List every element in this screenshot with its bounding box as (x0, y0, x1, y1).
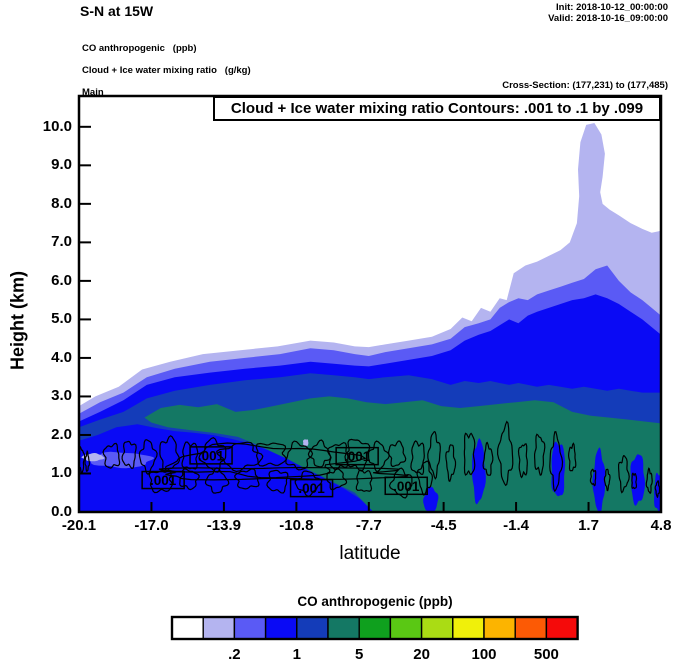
y-tick-label: 9.0 (51, 156, 72, 174)
colorbar-tick-label: .2 (228, 646, 241, 663)
x-tick-label: -7.7 (355, 517, 382, 534)
colorbar-tick-label: 20 (413, 646, 430, 663)
x-tick-label: -10.8 (279, 517, 314, 534)
contour-info-box: Cloud + Ice water mixing ratio Contours:… (213, 96, 661, 121)
plotted-fields-list: CO anthropogenic (ppb) Cloud + Ice water… (82, 43, 251, 98)
cloud-contour-label: .001 (141, 470, 185, 490)
x-tick-label: -20.1 (61, 517, 97, 534)
x-tick-label: -13.9 (206, 517, 241, 534)
y-tick-label: 2.0 (51, 425, 72, 443)
y-tick-label: 5.0 (51, 310, 72, 328)
valid-time-label: Valid: 2018-10-16_09:00:00 (548, 13, 668, 24)
cross-section-coords-label: Cross-Section: (177,231) to (177,485) (502, 80, 668, 91)
cloud-contour-label: .001 (189, 446, 233, 465)
y-tick-label: 4.0 (51, 348, 72, 366)
svg-text:.001: .001 (150, 473, 177, 488)
y-tick-label: 1.0 (51, 464, 72, 482)
x-tick-label: -4.5 (430, 517, 457, 534)
field-co-label: CO anthropogenic (ppb) (82, 43, 197, 54)
field-domain-label: Main (82, 87, 104, 98)
y-tick-label: 0.0 (51, 503, 72, 520)
y-tick-label: 8.0 (51, 194, 72, 212)
colorbar-title: CO anthropogenic (ppb) (297, 594, 453, 609)
x-tick-label: 4.8 (650, 517, 672, 534)
y-axis-title: Height (km) (7, 271, 28, 370)
cloud-contour-label: .001 (289, 478, 334, 498)
y-tick-label: 3.0 (51, 387, 72, 405)
y-tick-label: 10.0 (42, 117, 72, 135)
colorbar-tick-label: 100 (471, 646, 497, 663)
x-tick-label: 1.7 (578, 517, 599, 534)
init-time-label: Init: 2018-10-12_00:00:00 (556, 2, 668, 13)
svg-text:.001: .001 (298, 481, 325, 496)
x-tick-label: -1.4 (503, 517, 529, 534)
field-cloud-label: Cloud + Ice water mixing ratio (g/kg) (82, 65, 251, 76)
y-tick-label: 7.0 (51, 233, 72, 251)
svg-text:.001: .001 (198, 448, 225, 463)
colorbar-tick-label: 1 (292, 646, 301, 663)
cloud-contour-label: .001 (384, 476, 428, 496)
y-tick-label: 6.0 (51, 271, 72, 289)
x-tick-label: -17.0 (134, 517, 169, 534)
cloud-contour-label: .001 (335, 446, 379, 466)
svg-text:.001: .001 (344, 449, 371, 464)
colorbar-tick-label: 5 (355, 646, 364, 663)
x-axis-title: latitude (339, 543, 401, 564)
page-title: S-N at 15W (80, 3, 154, 19)
svg-text:.001: .001 (393, 479, 420, 494)
colorbar-tick-label: 500 (533, 646, 559, 663)
